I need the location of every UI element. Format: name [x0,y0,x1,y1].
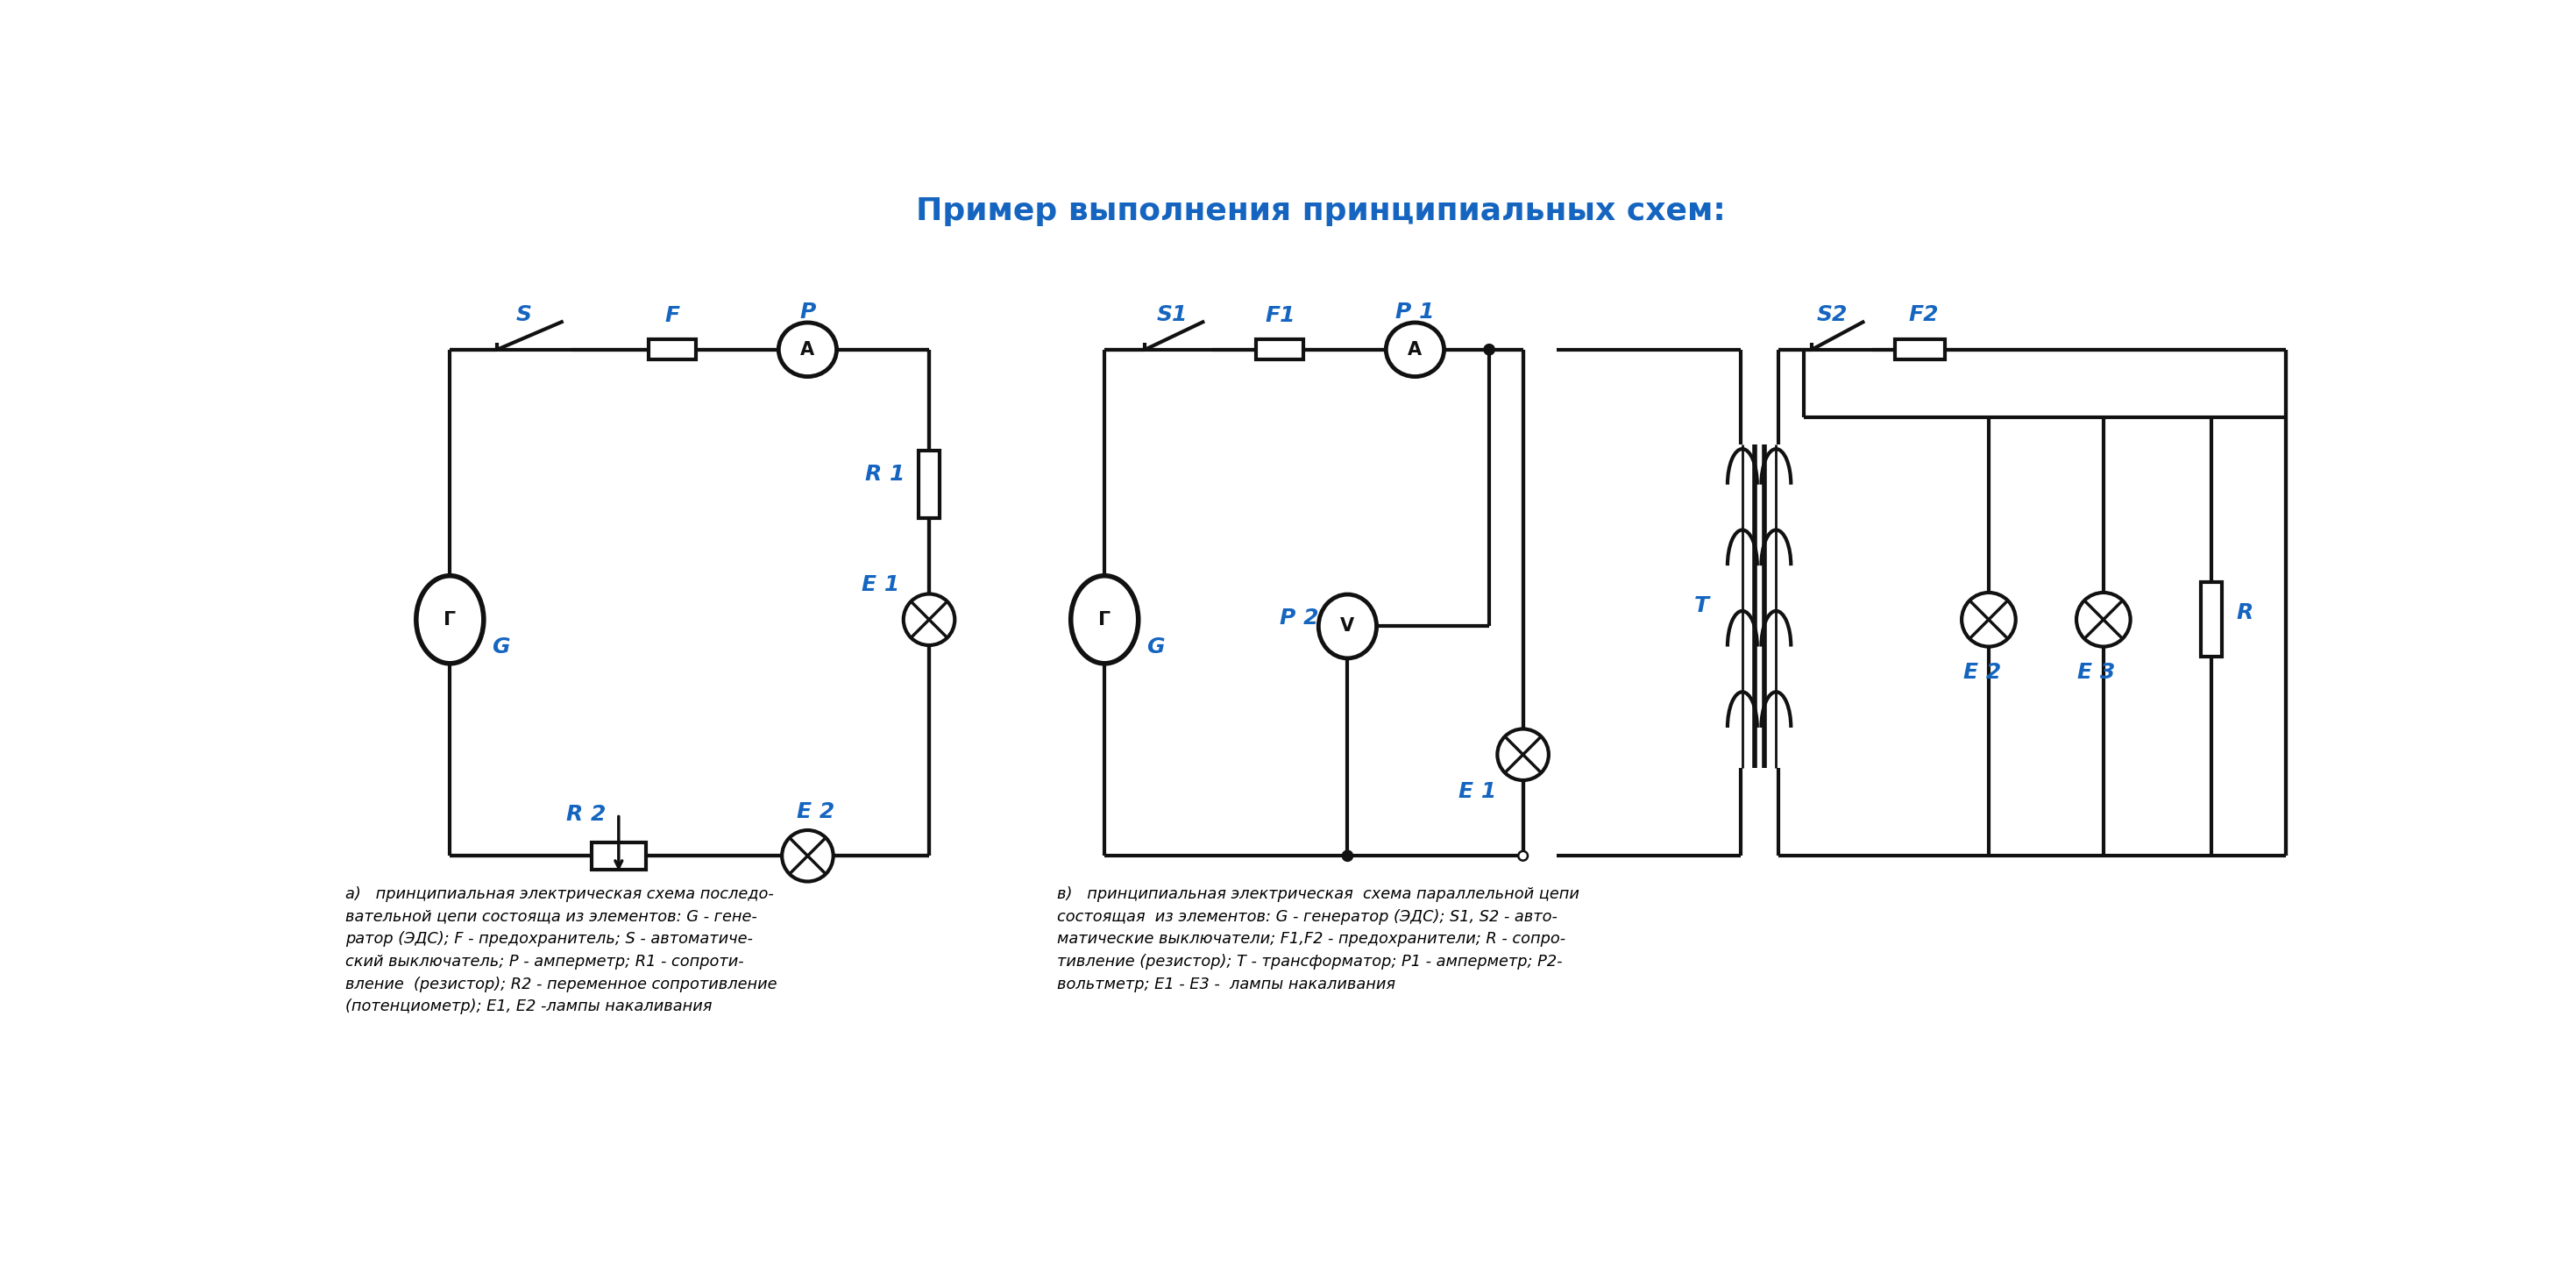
Text: R: R [2236,602,2254,624]
Text: P 1: P 1 [1396,302,1435,323]
Ellipse shape [778,323,837,377]
Text: V: V [1340,617,1355,635]
Text: T: T [1695,596,1710,616]
Circle shape [1342,850,1352,861]
Text: E 3: E 3 [2079,662,2115,683]
Text: Г: Г [443,611,456,629]
Text: S2: S2 [1816,304,1847,325]
Text: G: G [492,636,510,657]
Text: в)   принципиальная электрическая  схема параллельной цепи
состоящая  из элемент: в) принципиальная электрическая схема па… [1056,887,1579,992]
Ellipse shape [1386,323,1445,377]
Circle shape [904,595,956,645]
Circle shape [1497,729,1548,781]
Text: R 2: R 2 [567,803,605,825]
Circle shape [1484,344,1494,355]
Text: A: A [801,340,814,358]
Circle shape [1963,592,2014,646]
Ellipse shape [417,576,484,663]
Text: Г: Г [1097,611,1110,629]
Text: E 2: E 2 [1963,662,2002,683]
Text: E 1: E 1 [860,574,899,595]
Ellipse shape [1072,576,1139,663]
Circle shape [1517,851,1528,860]
Text: S1: S1 [1157,304,1188,325]
Text: P 2: P 2 [1280,607,1319,629]
Text: а)   принципиальная электрическая схема последо-
вательной цепи состояща из элем: а) принципиальная электрическая схема по… [345,887,778,1015]
Bar [1893,339,1945,359]
Text: F1: F1 [1265,305,1296,326]
Text: R 1: R 1 [866,464,904,484]
Text: P: P [799,302,817,323]
Ellipse shape [1319,595,1376,658]
Bar [649,339,696,359]
Bar [1257,339,1303,359]
Text: F2: F2 [1909,304,1937,325]
Text: Пример выполнения принципиальных схем:: Пример выполнения принципиальных схем: [914,196,1726,226]
Circle shape [2076,592,2130,646]
Bar [920,450,940,519]
Bar [2202,582,2221,657]
Text: G: G [1146,636,1164,657]
Text: E 2: E 2 [796,802,835,822]
Circle shape [783,830,832,882]
Text: A: A [1409,340,1422,358]
Bar [592,842,647,869]
Text: S: S [515,304,533,325]
Text: F: F [665,305,680,326]
Text: E 1: E 1 [1458,782,1497,802]
